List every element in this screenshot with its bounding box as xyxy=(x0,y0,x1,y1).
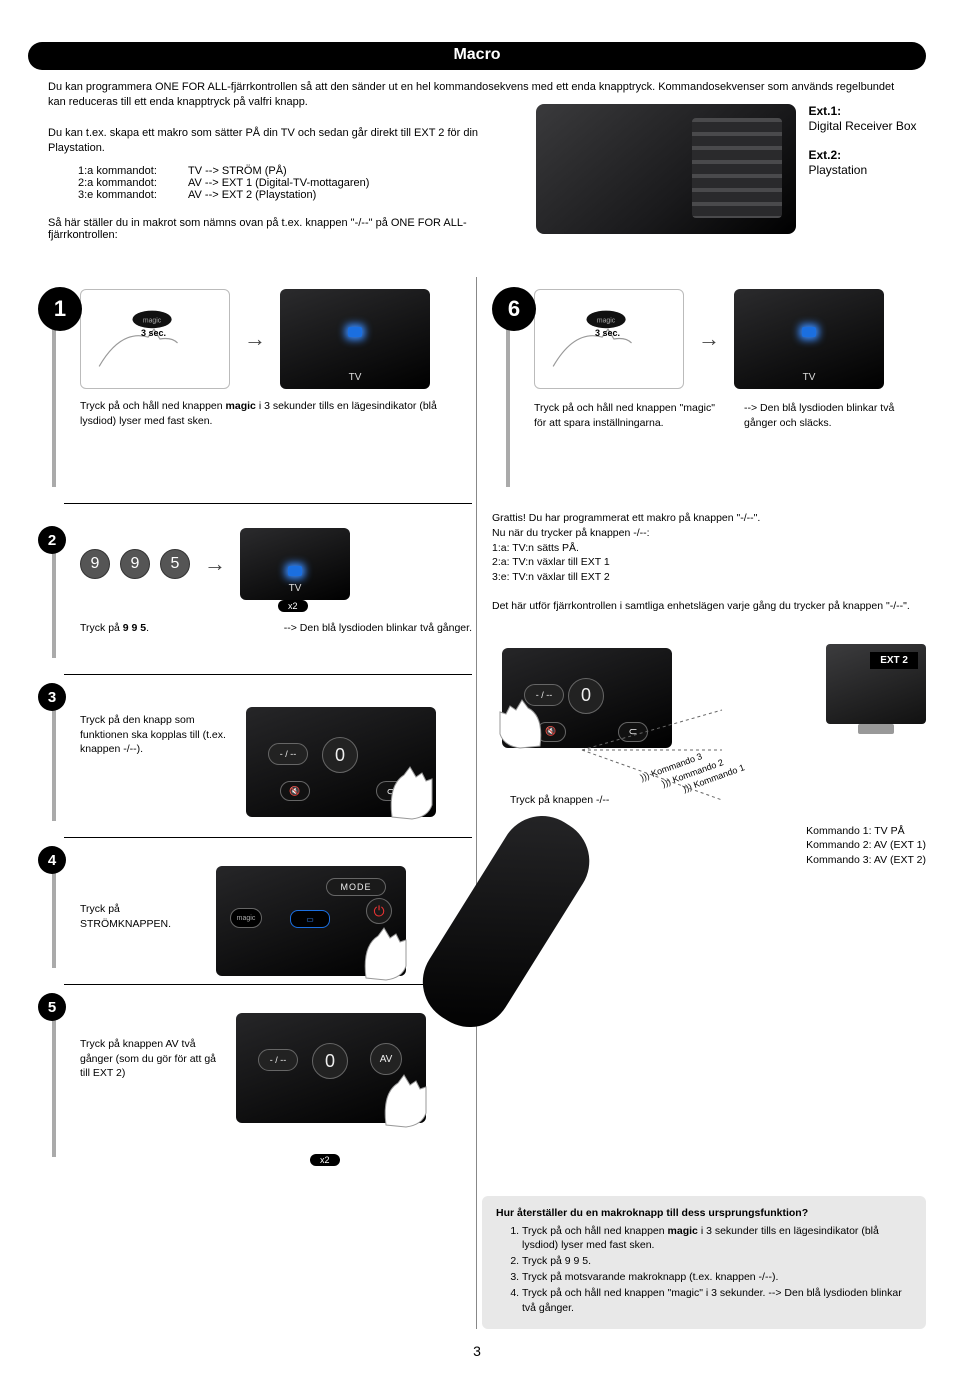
step6-right-text: --> Den blå lysdioden blinkar två gånger… xyxy=(744,401,926,429)
step-1: 1 magic 3 sec. → Tryck på och håll ned k… xyxy=(28,289,472,493)
dash-button: - / -- xyxy=(268,743,308,765)
step-1-number: 1 xyxy=(38,287,82,331)
page: Macro Du kan programmera ONE FOR ALL-fjä… xyxy=(0,0,954,1379)
step4-text: Tryck på STRÖMKNAPPEN. xyxy=(80,902,200,930)
step-6: 6 magic 3 sec. → Tryck på och håll ned k… xyxy=(482,289,926,493)
x2-badge: x2 xyxy=(278,600,308,612)
arrow-icon: → xyxy=(698,326,720,352)
ext2-badge: EXT 2 xyxy=(870,652,918,669)
step5-remote-image: - / -- 0 AV xyxy=(236,1013,426,1123)
dash-button: - / -- xyxy=(258,1049,298,1071)
reset-step-4: Tryck på och håll ned knappen "magic" i … xyxy=(522,1286,912,1314)
magic-button: magic xyxy=(230,908,262,928)
tv-back-image xyxy=(536,104,796,234)
cc-button: ⊂ xyxy=(618,722,648,742)
tv-port-labels: Ext.1: Digital Receiver Box Ext.2: Plays… xyxy=(808,104,916,178)
x2-badge: x2 xyxy=(310,1154,340,1166)
ext1-text: Digital Receiver Box xyxy=(808,119,916,134)
page-number: 3 xyxy=(28,1343,926,1359)
result-tv: EXT 2 xyxy=(826,644,926,724)
cmd1-label: 1:a kommandot: xyxy=(78,165,188,177)
zero-button: 0 xyxy=(312,1043,348,1079)
svg-text:magic: magic xyxy=(143,318,162,325)
left-column: 1 magic 3 sec. → Tryck på och håll ned k… xyxy=(28,269,472,1328)
congrats-block: Grattis! Du har programmerat ett makro p… xyxy=(492,511,926,613)
ext2-bold: Ext.2: xyxy=(808,148,841,162)
reset-step-3: Tryck på motsvarande makroknapp (t.ex. k… xyxy=(522,1270,912,1284)
step1-hold-label: 3 sec. xyxy=(141,328,166,338)
step6-hold-label: 3 sec. xyxy=(595,328,620,338)
ext2-text: Playstation xyxy=(808,163,916,178)
step5-text: Tryck på knappen AV två gånger (som du g… xyxy=(80,1037,220,1080)
step-2-number: 2 xyxy=(38,526,66,554)
step-3-number: 3 xyxy=(38,683,66,711)
step-3: 3 Tryck på den knapp som funktionen ska … xyxy=(28,685,472,827)
step6-left-text: Tryck på och håll ned knappen "magic" fö… xyxy=(534,401,716,429)
arrow-icon: → xyxy=(244,326,266,352)
cmd3-value: AV --> EXT 2 (Playstation) xyxy=(188,189,316,201)
step3-text: Tryck på den knapp som funktionen ska ko… xyxy=(80,713,230,756)
digit-9b: 9 xyxy=(120,549,150,579)
setup-line: Så här ställer du in makrot som nämns ov… xyxy=(48,217,498,241)
reset-step-1: Tryck på och håll ned knappen magic i 3 … xyxy=(522,1224,912,1252)
right-column: 6 magic 3 sec. → Tryck på och håll ned k… xyxy=(482,269,926,1328)
cmd2-label: 2:a kommandot: xyxy=(78,177,188,189)
cmd1-value: TV --> STRÖM (PÅ) xyxy=(188,165,287,177)
svg-text:magic: magic xyxy=(597,318,616,325)
step2-right-text: --> Den blå lysdioden blinkar två gånger… xyxy=(284,622,472,634)
mode-button: MODE xyxy=(326,878,386,896)
step1-tv-diagram xyxy=(280,289,430,389)
step-5-number: 5 xyxy=(38,993,66,1021)
cmd2-value: AV --> EXT 1 (Digital-TV-mottagaren) xyxy=(188,177,369,189)
step6-tv-diagram xyxy=(734,289,884,389)
reset-step-2: Tryck på 9 9 5. xyxy=(522,1254,912,1268)
step1-text: Tryck på och håll ned knappen magic i 3 … xyxy=(80,399,472,427)
arrow-icon: → xyxy=(204,551,226,577)
zero-button: 0 xyxy=(568,678,604,714)
result-illustration: - / -- 0 🔇 ⊂ EXT 2 ))) Kommando 3 ))) Ko… xyxy=(482,644,926,974)
cmd3-label: 3:e kommandot: xyxy=(78,189,188,201)
result-remote-crop: - / -- 0 🔇 ⊂ xyxy=(502,648,672,748)
step3-remote-image: - / -- 0 🔇 ⊂ xyxy=(246,707,436,817)
press-label: Tryck på knappen -/-- xyxy=(510,794,609,806)
ext1-bold: Ext.1: xyxy=(808,104,841,118)
step-4-number: 4 xyxy=(38,846,66,874)
step-4: 4 Tryck på STRÖMKNAPPEN. MODE ⏻ magic ▭ xyxy=(28,848,472,974)
tv-illustration: Ext.1: Digital Receiver Box Ext.2: Plays… xyxy=(536,104,926,234)
step1-hand-diagram: magic 3 sec. xyxy=(80,289,230,389)
intro-example: Du kan t.ex. skapa ett makro som sätter … xyxy=(48,126,478,156)
digit-5: 5 xyxy=(160,549,190,579)
step2-left-text: Tryck på 9 9 5. xyxy=(80,622,149,634)
step4-remote-image: MODE ⏻ magic ▭ xyxy=(216,866,406,976)
reset-question: Hur återställer du en makroknapp till de… xyxy=(496,1206,912,1220)
step-6-number: 6 xyxy=(492,287,536,331)
step-5: 5 Tryck på knappen AV två gånger (som du… xyxy=(28,995,472,1163)
reset-box: Hur återställer du en makroknapp till de… xyxy=(482,1196,926,1329)
zero-button: 0 xyxy=(322,737,358,773)
command-result-list: Kommando 1: TV PÅ Kommando 2: AV (EXT 1)… xyxy=(806,824,926,868)
digit-9a: 9 xyxy=(80,549,110,579)
signal-lines: ))) Kommando 3 ))) Kommando 2 ))) Komman… xyxy=(639,737,747,807)
step-2: 2 9 9 5 → x2 xyxy=(28,528,472,664)
picture-button: ▭ xyxy=(290,910,330,928)
section-title: Macro xyxy=(28,42,926,70)
mute-button: 🔇 xyxy=(280,781,310,801)
step2-tv-diagram: x2 xyxy=(240,528,350,600)
step6-hand-diagram: magic 3 sec. xyxy=(534,289,684,389)
